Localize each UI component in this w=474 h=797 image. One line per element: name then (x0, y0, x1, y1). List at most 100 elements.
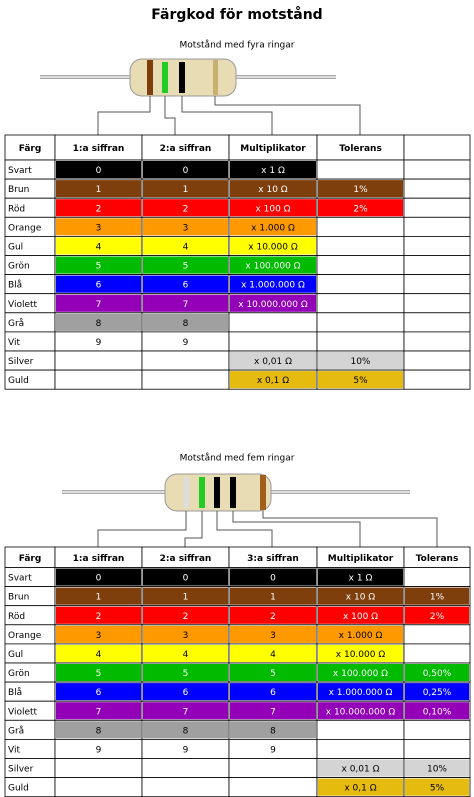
cell-value: 7 (96, 707, 102, 717)
cell-fill (318, 371, 403, 389)
cell-value: 10% (427, 765, 447, 775)
cell-value: 7 (270, 707, 276, 717)
cell-fill (56, 237, 141, 255)
cell-fill (318, 759, 403, 777)
cell-value: 6 (270, 688, 276, 698)
cell-fill (230, 275, 316, 293)
cell-fill (56, 332, 141, 350)
cell-value: x 10.000.000 Ω (238, 300, 308, 310)
cell (403, 624, 471, 645)
cell-fill (143, 237, 228, 255)
color-name: Silver (8, 357, 34, 367)
cell-value: x 100.000 Ω (333, 669, 388, 679)
cell-value: x 100.000 Ω (245, 262, 300, 272)
cell-value: 1 (183, 593, 189, 603)
cell (228, 758, 318, 779)
caption: Motstånd med fyra ringar (180, 40, 295, 51)
color-name: Grå (8, 318, 24, 329)
cell-value: 9 (183, 338, 189, 348)
cell-value: x 0,1 Ω (257, 376, 289, 386)
color-name: Guld (8, 784, 29, 794)
cell-fill (230, 721, 316, 739)
cell (316, 235, 405, 256)
cell-value: 4 (96, 650, 102, 660)
cell (141, 777, 230, 797)
cell-fill (318, 606, 403, 624)
cell-value: 9 (96, 745, 102, 755)
header-cell (228, 134, 318, 161)
cell-value: 8 (96, 319, 102, 329)
color-name: Blå (8, 687, 22, 698)
cell-value: 6 (183, 688, 189, 698)
cell-fill (143, 332, 228, 350)
header-label: Multiplikator (328, 554, 394, 564)
cell (316, 293, 405, 314)
cell-value: 8 (96, 726, 102, 736)
cell (54, 369, 143, 390)
cell-value: 1 (183, 185, 189, 195)
color-name: Silver (8, 765, 34, 775)
cell-value: x 1 Ω (349, 574, 373, 584)
cell-fill (143, 218, 228, 236)
cell-fill (230, 664, 316, 682)
cell-value: 10% (350, 357, 370, 367)
cell-fill (230, 199, 316, 217)
cell-value: 0 (270, 574, 276, 584)
cell-value: 4 (183, 650, 189, 660)
cell-fill (56, 275, 141, 293)
header-cell (54, 134, 143, 161)
cell-fill (56, 180, 141, 198)
cell-fill (318, 180, 403, 198)
cell-fill (230, 683, 316, 701)
cell (403, 739, 471, 759)
color-name: Blå (8, 280, 22, 291)
cell-value: x 10.000 Ω (336, 650, 386, 660)
cell-value: 8 (183, 319, 189, 329)
color-name: Grå (8, 725, 24, 736)
color-name: Brun (8, 185, 29, 195)
cell-fill (143, 606, 228, 624)
cell-fill (143, 721, 228, 739)
cell-value: 2 (183, 204, 189, 214)
cell-value: 1 (96, 185, 102, 195)
cell-fill (405, 587, 469, 605)
cell (54, 350, 143, 371)
cell-fill (56, 740, 141, 758)
cell-fill (143, 683, 228, 701)
cell-fill (56, 683, 141, 701)
cell-fill (405, 759, 469, 777)
cell-fill (56, 721, 141, 739)
table: Färg 1:a siffran 2:a siffran Multiplikator T… (4, 134, 471, 390)
cell-fill (230, 587, 316, 605)
cell-value: 7 (183, 300, 189, 310)
cell-value: 3 (183, 631, 189, 641)
resistor-five-bands (62, 473, 438, 547)
cell (141, 350, 230, 371)
cell-value: 4 (270, 650, 276, 660)
title: Färgkod för motstånd (151, 6, 322, 23)
cell-value: x 0,1 Ω (344, 784, 376, 794)
header-label: Färg (19, 554, 42, 564)
cell-value: x 1.000.000 Ω (241, 281, 305, 291)
cell-value: 7 (183, 707, 189, 717)
cell-fill (230, 180, 316, 198)
header-label: 1:a siffran (73, 554, 125, 564)
cell-value: 1 (270, 593, 276, 603)
color-name: Röd (8, 204, 25, 214)
cell-fill (56, 664, 141, 682)
cell (141, 369, 230, 390)
color-name: Vit (8, 745, 20, 755)
header-label: Multiplikator (240, 144, 306, 154)
cell (228, 331, 318, 352)
cell (403, 293, 471, 314)
cell-value: 5 (96, 262, 102, 272)
header-label: Tolerans (339, 144, 382, 154)
color-name: Svart (8, 574, 32, 584)
cell-value: 0,50% (423, 669, 452, 679)
cell-value: 9 (183, 745, 189, 755)
color-name: Röd (8, 612, 25, 622)
cell-fill (143, 313, 228, 331)
color-name: Grön (8, 669, 30, 679)
cell-value: 5 (270, 669, 276, 679)
